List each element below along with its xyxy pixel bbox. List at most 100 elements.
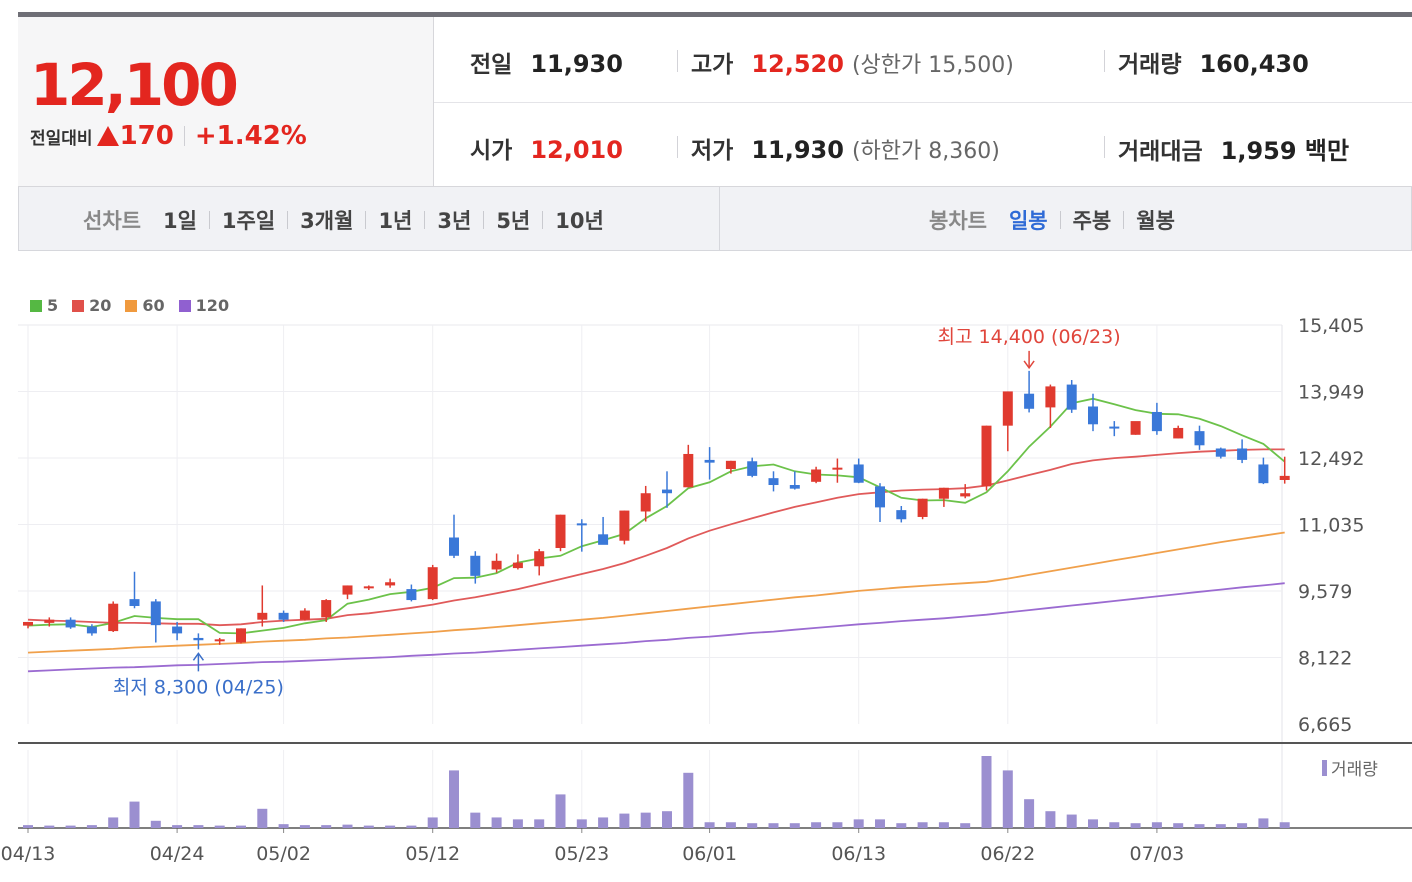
volume-bar: [86, 825, 97, 828]
candle-body: [236, 628, 246, 643]
period-5y[interactable]: 5년: [496, 209, 531, 233]
candle-body: [704, 459, 715, 463]
volume-bar: [789, 823, 800, 828]
volume-bar: [1237, 823, 1248, 828]
price-panel: 12,100 전일대비 170 +1.42%: [18, 17, 434, 187]
volume-bar: [1024, 799, 1035, 828]
legend-swatch: [72, 299, 85, 312]
period-3m[interactable]: 3개월: [300, 209, 354, 233]
candle-body: [747, 461, 758, 476]
candle-body: [491, 560, 502, 570]
period-separator: [1059, 211, 1061, 229]
candle-body: [619, 510, 630, 541]
open-value: 12,010: [530, 136, 623, 164]
volume-bar: [172, 825, 183, 828]
y-tick-label: 8,122: [1298, 648, 1352, 670]
volume-bar: [938, 822, 949, 828]
high-label: 고가: [691, 52, 734, 78]
candle-body: [917, 498, 928, 517]
period-divider: [719, 187, 720, 250]
volume-bar: [193, 825, 204, 828]
period-10y[interactable]: 10년: [555, 209, 604, 233]
amount-label: 거래대금: [1118, 139, 1203, 165]
volume-bar: [1173, 823, 1184, 828]
candle-body: [299, 610, 310, 620]
volume-legend-label: 거래량: [1331, 760, 1378, 780]
legend-ma60: 60: [125, 296, 165, 315]
candle-body: [1237, 448, 1248, 460]
candle-body: [129, 599, 140, 606]
volume-bar: [427, 817, 438, 828]
change-value: 170: [119, 121, 174, 151]
candle-body: [427, 567, 438, 600]
period-separator: [208, 211, 210, 229]
volume-bar: [108, 817, 119, 828]
amount-value: 1,959 백만: [1220, 137, 1350, 165]
ma5-line: [27, 397, 1286, 635]
period-1w[interactable]: 1주일: [221, 209, 276, 233]
volume-bar: [385, 825, 396, 828]
period-1y[interactable]: 1년: [378, 209, 413, 233]
volume-bar: [236, 825, 246, 828]
volume-label: 거래량: [1118, 52, 1182, 78]
candle-body: [1151, 411, 1162, 432]
period-bar: 선차트 1일 1주일 3개월 1년 3년 5년 10년 봉차트 일봉 주봉 월봉: [18, 187, 1412, 251]
candle-chart-periods: 봉차트 일봉 주봉 월봉: [929, 205, 1175, 235]
volume-bar: [619, 813, 630, 828]
volume-bar: [704, 822, 715, 828]
volume-bar: [470, 812, 481, 828]
volume-bar: [1109, 822, 1120, 828]
candle-body: [1258, 464, 1269, 484]
x-tick-label: 05/12: [405, 843, 460, 865]
volume-bar: [811, 822, 822, 828]
candle-body: [23, 621, 33, 626]
x-tick-label: 06/01: [682, 843, 737, 865]
y-tick-label: 9,579: [1298, 581, 1352, 603]
volume-bar: [640, 812, 651, 828]
volume-bar: [278, 824, 289, 828]
candle-body: [1066, 384, 1077, 410]
volume-legend-swatch: [1322, 760, 1327, 776]
period-daily[interactable]: 일봉: [1008, 209, 1048, 233]
x-tick-label: 06/13: [831, 843, 886, 865]
volume-bar: [576, 819, 587, 828]
volume-bar: [257, 808, 268, 828]
volume-bar: [1215, 824, 1226, 828]
period-1d[interactable]: 1일: [162, 209, 197, 233]
candle-body: [278, 612, 289, 620]
volume-bar: [512, 819, 523, 828]
period-monthly[interactable]: 월봉: [1136, 209, 1175, 233]
ma60-line: [27, 531, 1285, 654]
volume-bar: [832, 822, 843, 828]
volume-bar: [1279, 822, 1290, 828]
volume-bar: [662, 811, 672, 828]
volume-bar: [363, 825, 374, 828]
line-chart-label: 선차트: [83, 209, 141, 233]
candle-body: [1173, 427, 1184, 439]
candle-body: [512, 562, 523, 569]
volume-bar: [406, 825, 417, 828]
volume-bar: [129, 801, 140, 828]
volume-bar: [321, 825, 332, 828]
volume-bar: [534, 819, 545, 828]
volume-bar: [1066, 814, 1077, 828]
period-separator: [1123, 211, 1125, 229]
candle-body: [44, 619, 55, 623]
current-price: 12,100: [30, 51, 239, 119]
volume-bar: [1002, 770, 1013, 828]
candle-body: [1088, 406, 1098, 425]
candle-body: [65, 619, 76, 628]
prev-close-cell: 전일 11,930: [470, 45, 623, 79]
period-3y[interactable]: 3년: [437, 209, 472, 233]
info-divider: [434, 102, 1412, 103]
candle-body: [789, 485, 800, 489]
legend-swatch: [125, 299, 138, 312]
ma-legend: 5 20 60 120: [30, 296, 243, 315]
legend-label: 120: [195, 296, 230, 315]
volume-bar: [65, 825, 76, 828]
candle-body: [172, 626, 183, 634]
amount-cell: 거래대금 1,959 백만: [1118, 131, 1349, 166]
change-row: 전일대비 170 +1.42%: [30, 121, 307, 151]
candle-body: [981, 425, 992, 487]
period-weekly[interactable]: 주봉: [1072, 209, 1112, 233]
